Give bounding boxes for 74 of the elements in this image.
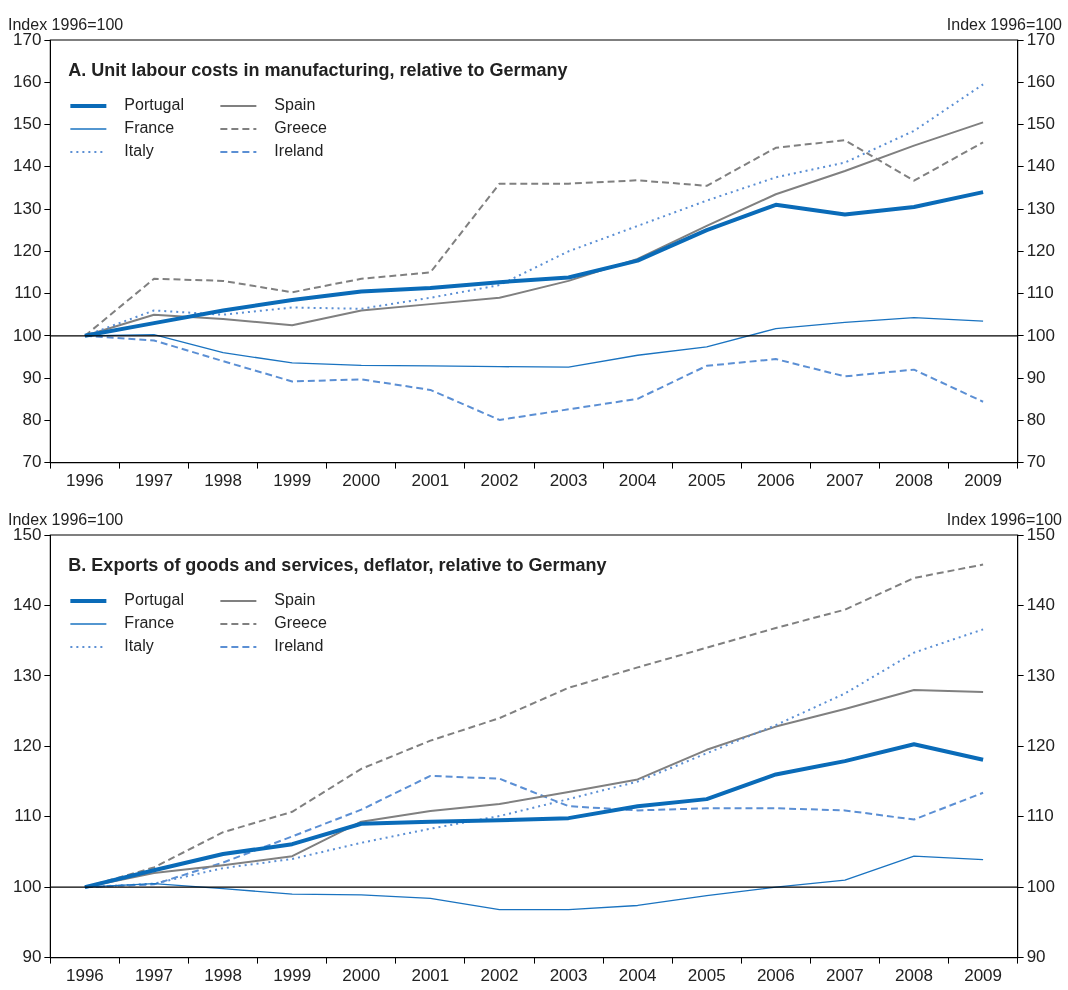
x-tick-label: 2001 [411, 471, 450, 491]
x-tick-label: 1996 [66, 471, 104, 491]
y2-tick-label: 120 [1026, 240, 1056, 260]
y2-tick-label: 160 [1026, 71, 1056, 91]
x-tick-label: 1999 [273, 966, 312, 986]
legend-label: Portugal [124, 96, 184, 114]
y-tick-label: 130 [12, 665, 42, 685]
y-tick-label: 100 [12, 876, 42, 896]
legend-label: Ireland [274, 637, 324, 655]
y-tick-label: 120 [12, 240, 42, 260]
y-tick-label: 70 [22, 452, 42, 472]
legend-label: Italy [124, 142, 154, 160]
legend-label: Ireland [274, 142, 324, 160]
y-tick-label: 90 [22, 367, 42, 387]
y2-tick-label: 120 [1026, 735, 1056, 755]
legend-label: Italy [124, 637, 154, 655]
x-tick-label: 2007 [825, 966, 864, 986]
y-tick-label: 110 [14, 806, 42, 826]
y-tick-label: 140 [12, 156, 42, 176]
x-tick-label: 2000 [342, 966, 381, 986]
y2-tick-label: 150 [1026, 114, 1056, 134]
y2-tick-label: 140 [1026, 595, 1056, 615]
y2-tick-label: 100 [1026, 876, 1056, 896]
x-tick-label: 2002 [480, 966, 519, 986]
x-tick-label: 2003 [549, 966, 588, 986]
x-tick-label: 1998 [204, 966, 243, 986]
x-tick-label: 2007 [825, 471, 864, 491]
x-tick-label: 1996 [66, 966, 104, 986]
legend-label: Greece [274, 119, 327, 137]
y-tick-label: 110 [14, 283, 42, 303]
x-tick-label: 2002 [480, 471, 519, 491]
x-tick-label: 2004 [618, 966, 657, 986]
x-tick-label: 1998 [204, 471, 243, 491]
y-tick-label: 150 [12, 114, 42, 134]
y2-tick-label: 110 [1026, 806, 1054, 826]
legend-label: France [124, 119, 175, 137]
y2-tick-label: 90 [1026, 947, 1046, 967]
y2-tick-label: 130 [1026, 198, 1056, 218]
y2-tick-label: 80 [1026, 410, 1046, 430]
y-tick-label: 130 [12, 198, 42, 218]
x-tick-label: 2004 [618, 471, 657, 491]
legend-label: Greece [274, 614, 327, 632]
y2-tick-label: 140 [1026, 156, 1056, 176]
y2-tick-label: 110 [1026, 283, 1054, 303]
x-tick-label: 1997 [135, 471, 173, 491]
y-tick-label: 100 [12, 325, 42, 345]
text: A. Unit labour costs in manufacturing, relative to Germany [68, 60, 568, 80]
y2-tick-label: 100 [1026, 325, 1056, 345]
x-tick-label: 2005 [687, 966, 726, 986]
x-tick-label: 1997 [135, 966, 173, 986]
text: B. Exports of goods and services, deflator, relative to Germany [68, 555, 607, 575]
y-tick-label: 90 [22, 947, 42, 967]
x-tick-label: 2001 [411, 966, 450, 986]
x-tick-label: 2003 [549, 471, 588, 491]
x-tick-label: 2008 [895, 966, 933, 986]
y-tick-label: 160 [12, 71, 42, 91]
x-tick-label: 2005 [687, 471, 726, 491]
x-tick-label: 2006 [756, 471, 795, 491]
x-tick-label: 2000 [342, 471, 381, 491]
legend-label: Spain [274, 96, 316, 114]
y-tick-label: 120 [12, 735, 42, 755]
x-tick-label: 2006 [756, 966, 795, 986]
y-tick-label: 80 [22, 410, 42, 430]
x-tick-label: 2009 [964, 966, 1002, 986]
legend-label: France [124, 614, 175, 632]
y-tick-label: 140 [12, 595, 42, 615]
y2-tick-label: 70 [1026, 452, 1046, 472]
x-tick-label: 2008 [895, 471, 933, 491]
y2-tick-label: 90 [1026, 367, 1046, 387]
x-tick-label: 1999 [273, 471, 312, 491]
legend-label: Portugal [124, 591, 184, 609]
y2-tick-label: 130 [1026, 665, 1056, 685]
legend-label: Spain [274, 591, 316, 609]
x-tick-label: 2009 [964, 471, 1002, 491]
